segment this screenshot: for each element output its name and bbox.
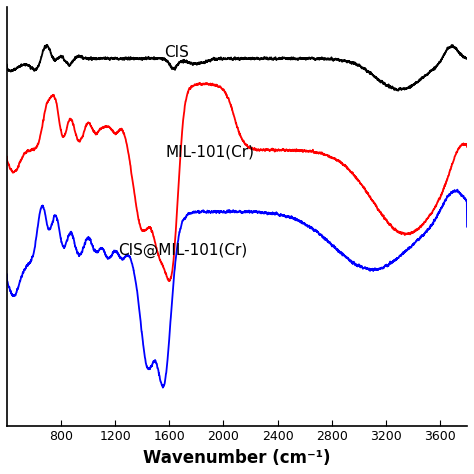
X-axis label: Wavenumber (cm⁻¹): Wavenumber (cm⁻¹) [143, 449, 331, 467]
Text: MIL-101(Cr): MIL-101(Cr) [165, 144, 255, 159]
Text: CIS@MIL-101(Cr): CIS@MIL-101(Cr) [118, 243, 247, 258]
Text: CIS: CIS [164, 45, 189, 60]
